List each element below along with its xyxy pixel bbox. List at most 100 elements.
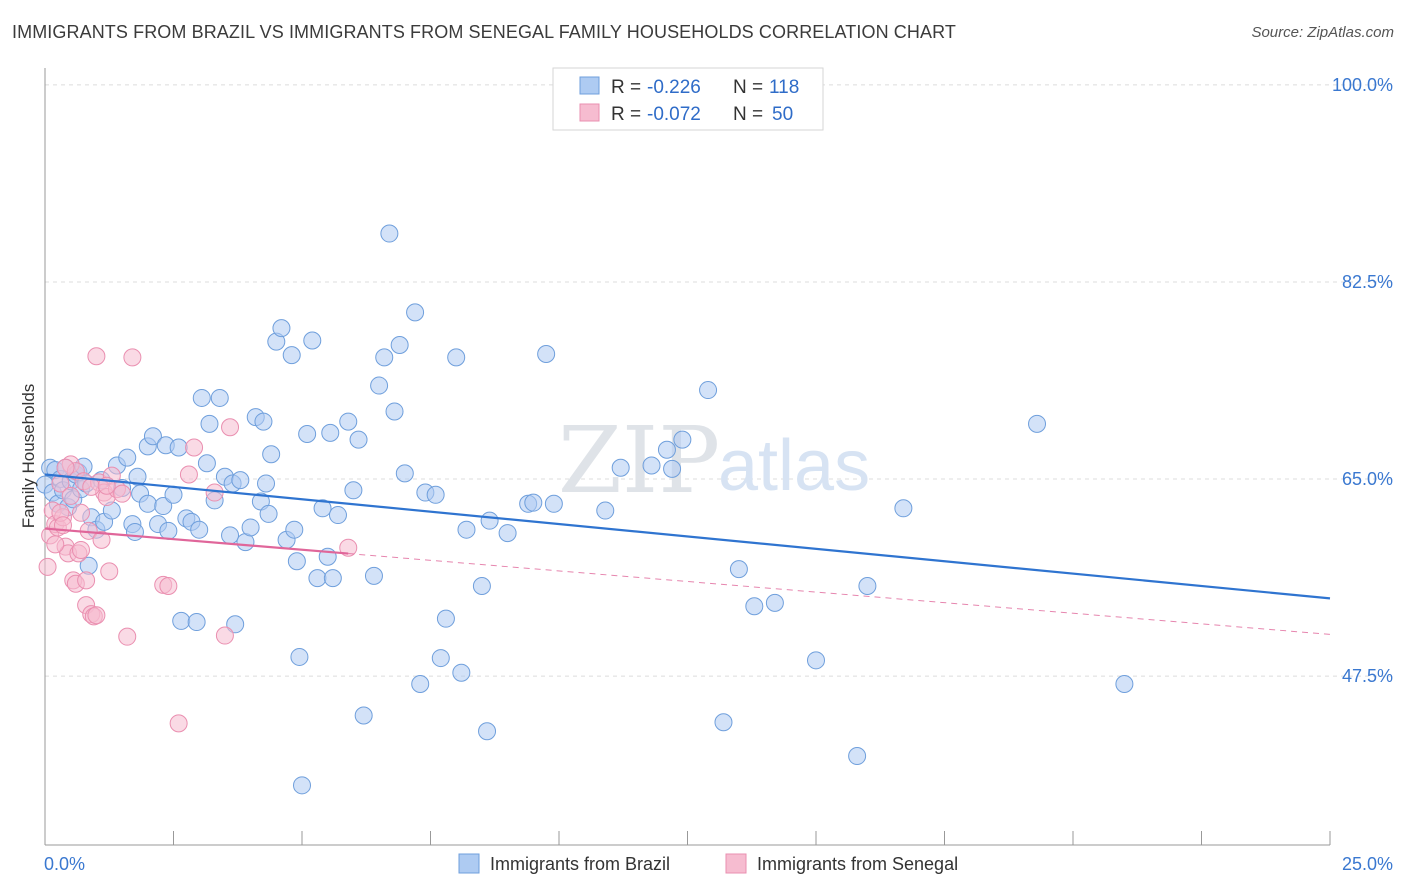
brazil-point (259, 504, 278, 523)
x-tick-label-1: 25.0% (1342, 854, 1393, 874)
senegal-point (92, 530, 111, 549)
brazil-trend-line (44, 473, 1331, 600)
brazil-point (406, 303, 425, 322)
brazil-point (308, 569, 327, 588)
brazil-point (472, 577, 491, 595)
brazil-point (254, 412, 273, 431)
senegal-point (221, 418, 240, 437)
watermark: ZIP atlas (558, 407, 870, 514)
brazil-point (226, 615, 245, 634)
senegal-trend-line-dashed (348, 553, 1331, 635)
trend-lines (44, 473, 1331, 635)
senegal-point (113, 484, 132, 503)
brazil-point (480, 511, 499, 530)
brazil-point (385, 402, 404, 421)
senegal-point (82, 477, 101, 496)
senegal-point (71, 503, 90, 522)
legend-swatch-senegal (725, 853, 747, 874)
y-tick-labels: 100.0% 82.5% 65.0% 47.5% (1332, 75, 1393, 686)
y-axis-label: Family Households (19, 384, 38, 529)
stats-r-value-senegal: -0.072 (647, 104, 701, 125)
watermark-atlas: atlas (718, 426, 870, 506)
brazil-point (1028, 414, 1047, 433)
senegal-point (100, 562, 119, 581)
brazil-point (187, 613, 206, 632)
senegal-point (87, 347, 106, 366)
brazil-point (192, 388, 211, 407)
brazil-point (290, 647, 309, 666)
brazil-point (699, 381, 718, 400)
brazil-point (354, 706, 373, 725)
senegal-point (71, 540, 90, 559)
brazil-point (642, 456, 661, 475)
brazil-point (159, 521, 178, 540)
brazil-point (125, 522, 144, 541)
brazil-point (663, 459, 682, 478)
brazil-point (272, 319, 291, 338)
brazil-point (200, 414, 219, 433)
brazil-point (364, 566, 383, 585)
brazil-point (1115, 674, 1134, 693)
brazil-point (673, 430, 692, 449)
senegal-point (118, 627, 137, 646)
stats-legend: R = -0.226 N = 118 R = -0.072 N = 50 (552, 67, 824, 131)
brazil-point (537, 345, 556, 364)
x-tick-label-0: 0.0% (44, 854, 85, 874)
senegal-point (123, 348, 142, 367)
brazil-point (262, 445, 281, 464)
brazil-point (457, 520, 476, 539)
brazil-point (375, 348, 394, 367)
brazil-point (349, 430, 368, 449)
brazil-point (339, 412, 358, 431)
senegal-point (87, 606, 106, 625)
stats-swatch-brazil (579, 76, 600, 95)
brazil-point (807, 651, 825, 670)
brazil-point (524, 493, 543, 512)
senegal-point (159, 577, 178, 595)
x-tick-labels: 0.0% 25.0% (44, 854, 1393, 874)
brazil-point (498, 524, 517, 543)
brazil-point (328, 506, 347, 525)
brazil-point (285, 520, 304, 539)
brazil-point (544, 494, 563, 513)
brazil-point (611, 458, 630, 477)
series-senegal-points (38, 347, 358, 733)
senegal-point (61, 486, 80, 505)
brazil-point (380, 224, 399, 243)
brazil-point (221, 526, 240, 545)
brazil-point (765, 593, 784, 612)
stats-r-value-brazil: -0.226 (647, 77, 701, 98)
brazil-point (190, 520, 209, 539)
brazil-point (197, 454, 216, 473)
brazil-point (164, 485, 183, 504)
brazil-point (143, 427, 162, 446)
brazil-point (323, 569, 342, 588)
bottom-legend: Immigrants from Brazil Immigrants from S… (458, 853, 958, 874)
x-ticks (44, 831, 1331, 845)
stats-n-label-senegal: N = (733, 104, 763, 125)
brazil-point (138, 494, 157, 513)
brazil-point (478, 722, 497, 741)
brazil-point (894, 499, 913, 518)
brazil-point (282, 346, 301, 365)
brazil-point (154, 497, 173, 516)
legend-label-brazil: Immigrants from Brazil (490, 854, 670, 874)
watermark-zip: ZIP (558, 407, 720, 514)
senegal-point (185, 438, 204, 457)
brazil-point (231, 471, 250, 490)
brazil-point (172, 611, 191, 630)
stats-n-value-brazil: 118 (769, 77, 799, 98)
brazil-point (293, 776, 311, 795)
brazil-point (848, 747, 867, 766)
brazil-point (241, 518, 260, 537)
grid-lines (45, 84, 1392, 677)
senegal-point (215, 626, 234, 645)
brazil-point (344, 481, 363, 500)
stats-swatch-senegal (579, 103, 600, 122)
senegal-point (77, 571, 96, 590)
chart-title: IMMIGRANTS FROM BRAZIL VS IMMIGRANTS FRO… (12, 22, 956, 42)
brazil-point (313, 499, 332, 518)
brazil-point (745, 597, 764, 616)
brazil-point (858, 577, 877, 595)
